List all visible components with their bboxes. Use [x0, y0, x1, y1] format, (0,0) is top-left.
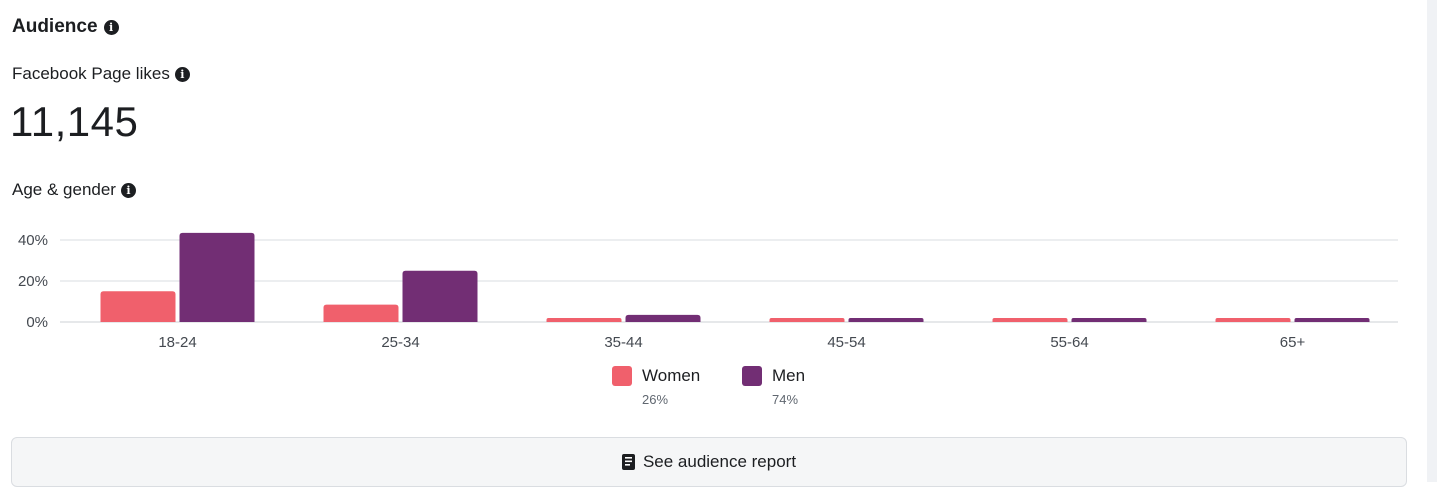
bar-women-25-34[interactable]: [323, 304, 399, 322]
x-tick-label: 18-24: [158, 334, 196, 351]
x-tick-label: 55-64: [1050, 334, 1088, 351]
x-tick-label: 65+: [1280, 334, 1306, 351]
x-tick-label: 35-44: [604, 334, 642, 351]
bar-men-18-24[interactable]: [179, 232, 255, 322]
see-audience-report-label: See audience report: [642, 452, 797, 471]
bar-women-55-64[interactable]: [992, 318, 1068, 322]
chart-legend: Women 26% Men 74%: [0, 364, 1437, 414]
page-likes-header: Facebook Page likes i: [12, 64, 190, 84]
bar-women-35-44[interactable]: [546, 318, 622, 322]
legend-percent-women: 26%: [642, 392, 669, 407]
legend-percent-men: 74%: [772, 392, 799, 407]
info-icon[interactable]: i: [120, 182, 136, 198]
bar-women-65+[interactable]: [1215, 318, 1291, 322]
legend-swatch-men: [742, 366, 762, 386]
bar-men-35-44[interactable]: [625, 314, 701, 322]
y-tick-label: 20%: [18, 273, 48, 290]
scrollbar-track[interactable]: [1427, 0, 1437, 482]
legend-label-men: Men: [772, 366, 806, 385]
bar-men-25-34[interactable]: [402, 270, 478, 322]
audience-header: Audience i: [12, 16, 119, 38]
x-tick-label: 25-34: [381, 334, 419, 351]
bar-women-18-24[interactable]: [100, 291, 176, 322]
x-tick-label: 45-54: [827, 334, 865, 351]
info-icon[interactable]: i: [103, 19, 119, 35]
legend-swatch-women: [612, 366, 632, 386]
bar-men-55-64[interactable]: [1071, 318, 1147, 322]
info-icon[interactable]: i: [174, 66, 190, 82]
legend-label-women: Women: [642, 366, 701, 385]
bar-women-45-54[interactable]: [769, 318, 845, 322]
page-likes-label: Facebook Page likes: [12, 64, 170, 83]
age-gender-header: Age & gender i: [12, 180, 136, 200]
y-tick-label: 0%: [26, 314, 48, 331]
see-audience-report-button[interactable]: See audience report: [11, 437, 1407, 487]
page-likes-count: 11,145: [10, 98, 139, 145]
bar-men-65+[interactable]: [1294, 318, 1370, 322]
y-tick-label: 40%: [18, 232, 48, 249]
page-title: Audience: [12, 16, 98, 37]
age-gender-label: Age & gender: [12, 180, 116, 199]
age-gender-chart: 40% 20% 0% 18-24 25-34 35-44 45-54 55-64 65+: [18, 232, 1398, 351]
bar-men-45-54[interactable]: [848, 318, 924, 322]
book-icon: [621, 454, 635, 470]
